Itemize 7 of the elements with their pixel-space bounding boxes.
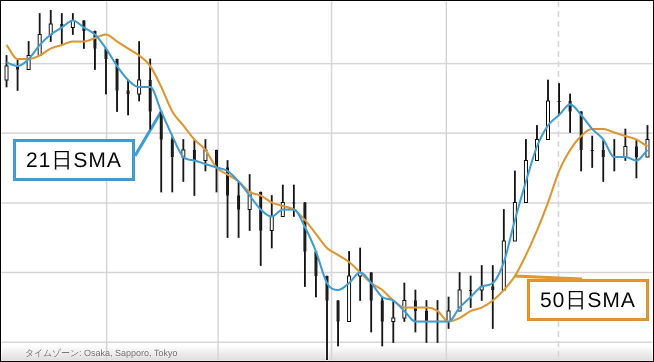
text: 21日SMA [13, 139, 135, 181]
legend-label: 50日SMA [527, 279, 649, 321]
candlestick [126, 80, 130, 116]
candlestick [292, 184, 296, 217]
annotation: タイムゾーン: Osaka, Sapporo, Tokyo [25, 347, 178, 360]
candlestick [469, 276, 472, 308]
candlestick [558, 83, 561, 116]
